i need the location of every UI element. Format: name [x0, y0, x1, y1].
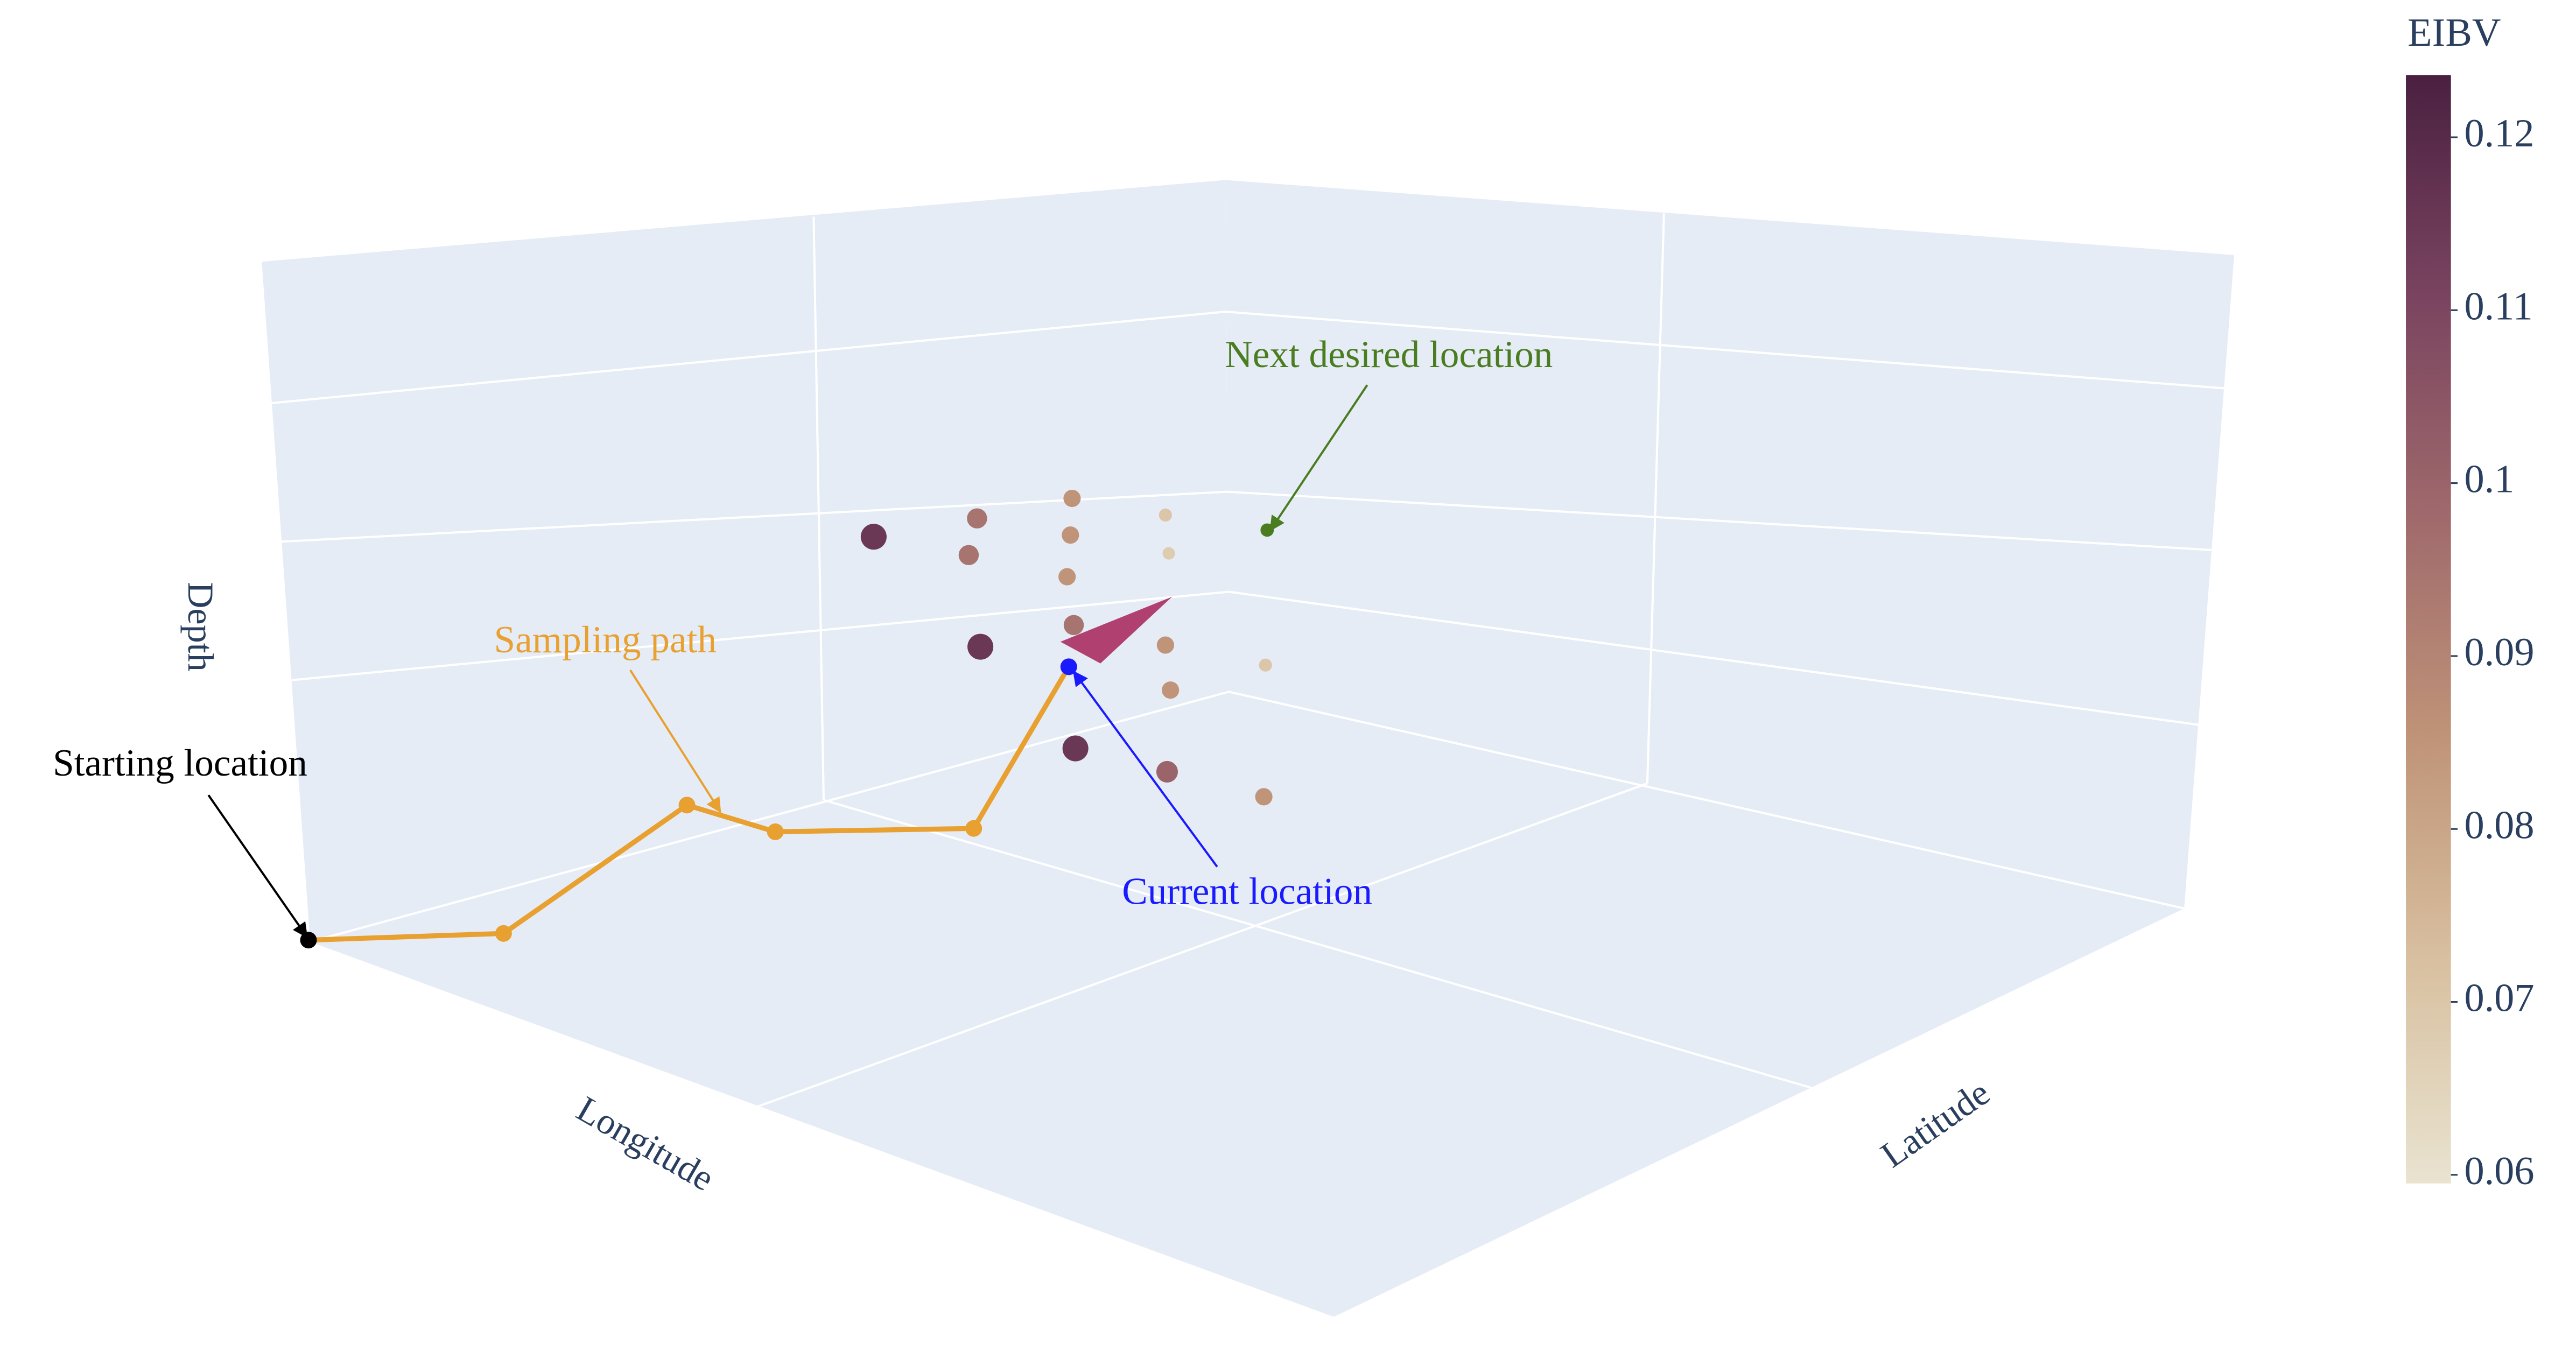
colorbar-title: EIBV: [2407, 11, 2501, 55]
annotation-text: Starting location: [53, 742, 307, 784]
annotation-arrow: [1269, 384, 1368, 532]
eibv-point: [1156, 761, 1178, 783]
marks: [300, 489, 1274, 949]
floor: [310, 692, 2185, 1317]
annotation-text: Next desired location: [1225, 334, 1553, 376]
eibv-point: [860, 524, 887, 550]
path-vertex: [495, 925, 512, 942]
eibv-point: [1159, 508, 1172, 522]
annotation-text: Current location: [1122, 870, 1372, 912]
annotation-arrow: [1072, 670, 1218, 868]
start-point: [300, 932, 317, 949]
path-vertex: [678, 797, 696, 814]
wall-right: [1225, 180, 2235, 909]
eibv-point: [1062, 526, 1079, 544]
scene-grid: [268, 213, 2226, 1115]
path-vertex: [767, 823, 784, 840]
annotation-arrow: [629, 669, 721, 813]
heading-cone: [1060, 596, 1173, 664]
path-vertex: [965, 820, 982, 837]
colorbar-tick-label: 0.06: [2464, 1149, 2534, 1193]
eibv-point: [958, 545, 979, 566]
colorbar-tick-label: 0.1: [2464, 457, 2514, 502]
eibv-point: [1156, 636, 1174, 654]
colorbar-tick-label: 0.09: [2464, 630, 2534, 674]
annotation-text: Sampling path: [494, 619, 717, 661]
next-point: [1260, 523, 1274, 537]
eibv-point: [1162, 547, 1175, 560]
eibv-point: [1058, 568, 1076, 586]
eibv-point: [1162, 681, 1180, 699]
sampling-path: [308, 665, 1071, 943]
eibv-point: [1062, 735, 1089, 762]
y-axis-title: Latitude: [1873, 1072, 1997, 1175]
scene-walls: [262, 180, 2235, 1317]
colorbar-tick-label: 0.08: [2464, 803, 2534, 847]
z-axis-title: Depth: [180, 582, 221, 672]
colorbar-tick-label: 0.11: [2464, 284, 2532, 328]
colorbar: [2406, 75, 2451, 1184]
eibv-point: [1259, 658, 1272, 672]
eibv-point: [1063, 489, 1081, 508]
eibv-point: [967, 633, 994, 660]
colorbar-tick-label: 0.07: [2464, 976, 2534, 1020]
eibv-point: [1063, 615, 1084, 636]
wall-left: [262, 180, 1229, 942]
x-axis-title: Longitude: [570, 1088, 721, 1199]
colorbar-tick-label: 0.12: [2464, 111, 2534, 156]
annotation-arrow: [207, 794, 308, 938]
eibv-point: [1255, 788, 1273, 806]
eibv-point: [967, 508, 987, 529]
